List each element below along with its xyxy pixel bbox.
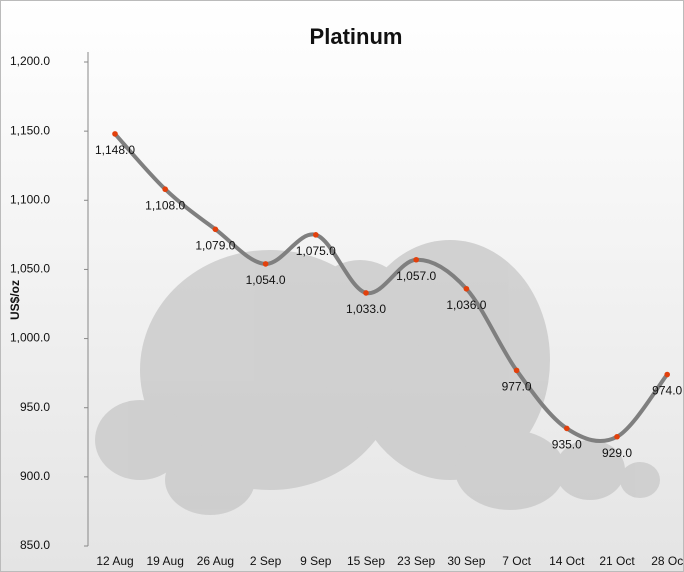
data-label: 935.0 — [552, 438, 582, 452]
series-line — [113, 132, 669, 443]
data-label: 1,036.0 — [446, 298, 486, 312]
data-label: 974.0 — [652, 384, 682, 398]
y-tick-label: 850.0 — [20, 538, 50, 552]
chart-title: Platinum — [310, 24, 403, 49]
data-point — [513, 367, 520, 374]
y-tick-label: 1,200.0 — [10, 54, 50, 68]
x-tick-label: 14 Oct — [549, 554, 585, 568]
x-tick-label: 2 Sep — [250, 554, 282, 568]
x-tick-label: 12 Aug — [96, 554, 133, 568]
x-tick-label: 26 Aug — [197, 554, 234, 568]
y-tick-label: 900.0 — [20, 469, 50, 483]
data-point — [212, 226, 219, 233]
y-tick-label: 1,100.0 — [10, 192, 50, 206]
x-tick-label: 28 Oc — [651, 554, 683, 568]
data-label: 1,033.0 — [346, 302, 386, 316]
y-tick-label: 1,150.0 — [10, 123, 50, 137]
data-label: 929.0 — [602, 446, 632, 460]
data-point — [162, 186, 168, 193]
data-point — [463, 285, 470, 292]
data-label: 1,108.0 — [145, 198, 185, 212]
data-point — [313, 232, 319, 238]
x-tick-label: 15 Sep — [347, 554, 385, 568]
y-tick-label: 1,000.0 — [10, 331, 50, 345]
data-label: 1,054.0 — [246, 273, 286, 287]
data-point — [262, 261, 269, 267]
x-tick-label: 30 Sep — [447, 554, 485, 568]
data-point — [363, 290, 369, 296]
x-tick-label: 23 Sep — [397, 554, 435, 568]
x-tick-label: 19 Aug — [147, 554, 184, 568]
y-tick-label: 950.0 — [20, 400, 50, 414]
data-label: 1,075.0 — [296, 244, 336, 258]
data-point — [413, 256, 420, 263]
data-label: 1,057.0 — [396, 269, 436, 283]
data-label: 977.0 — [502, 380, 532, 394]
x-tick-label: 21 Oct — [599, 554, 635, 568]
y-axis-title: US$/oz — [8, 280, 22, 320]
data-point — [112, 131, 118, 137]
data-point — [664, 371, 670, 378]
data-point — [564, 425, 570, 432]
data-label: 1,148.0 — [95, 143, 135, 157]
data-point — [614, 433, 620, 440]
x-tick-label: 9 Sep — [300, 554, 332, 568]
background-rocks — [95, 240, 660, 515]
x-tick-label: 7 Oct — [502, 554, 531, 568]
y-tick-label: 1,050.0 — [10, 262, 50, 276]
data-label: 1,079.0 — [195, 238, 235, 252]
